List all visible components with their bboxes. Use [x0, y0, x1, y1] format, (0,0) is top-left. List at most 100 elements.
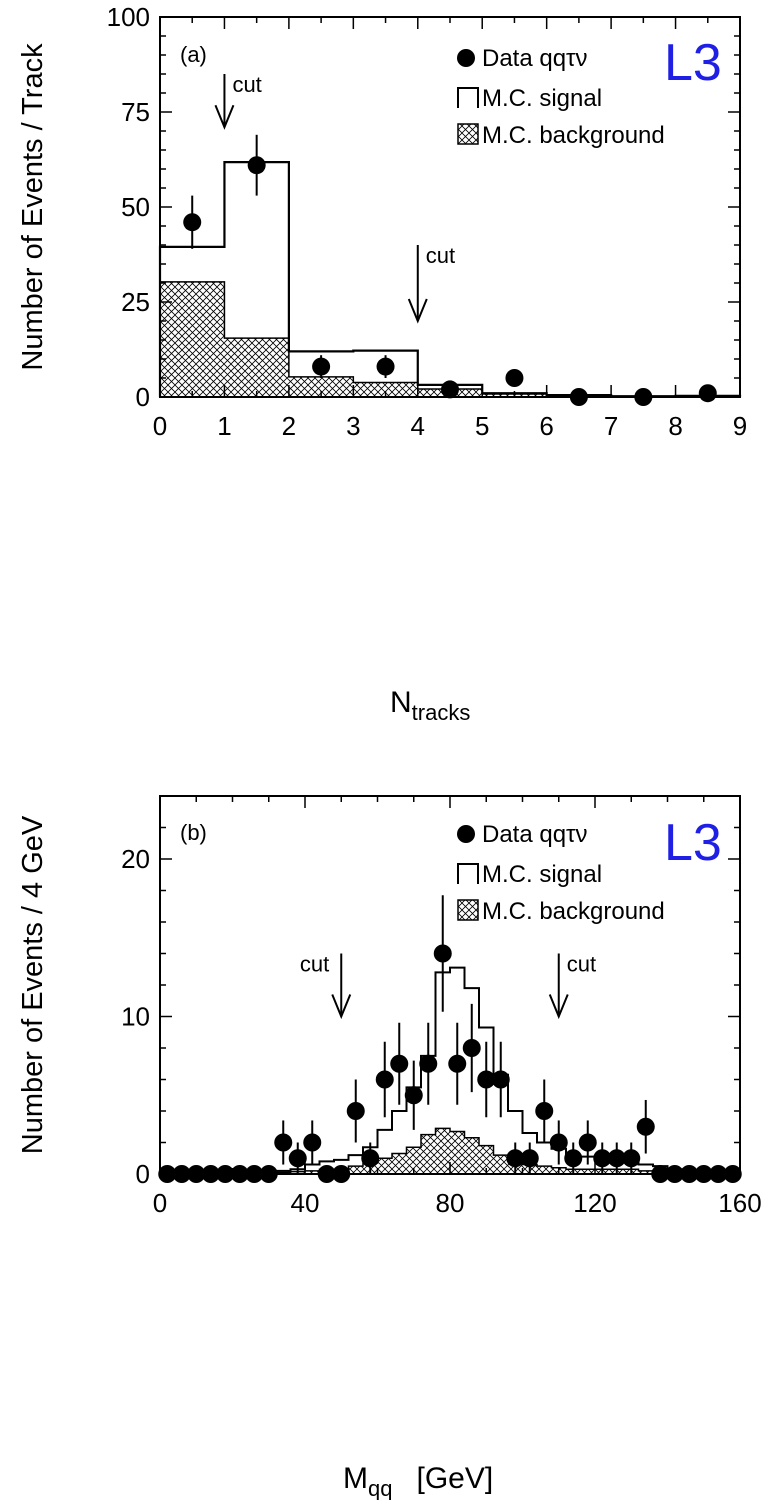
data-point	[332, 1165, 351, 1183]
legend-data-marker	[457, 825, 475, 843]
y-tick-label: 10	[121, 1002, 150, 1032]
legend-background-swatch	[457, 123, 479, 145]
data-point	[317, 1165, 336, 1183]
legend-background-label: M.C. background	[482, 898, 665, 925]
x-tick-label: 4	[411, 411, 425, 441]
data-point	[680, 1165, 699, 1183]
panel-b-x-axis-label-main: M	[343, 1462, 368, 1495]
cut-label: cut	[232, 72, 261, 97]
x-tick-label: 40	[291, 1188, 320, 1218]
background-bar	[288, 376, 354, 397]
cut-label: cut	[300, 952, 329, 977]
legend-background-swatch	[457, 899, 479, 921]
data-point	[505, 369, 524, 387]
data-point	[569, 388, 588, 406]
data-point	[433, 944, 452, 963]
data-point	[183, 213, 202, 232]
data-point	[230, 1165, 249, 1183]
data-point	[390, 1054, 409, 1073]
panel-a-label: (a)	[180, 42, 207, 67]
data-point	[549, 1133, 568, 1152]
background-bar	[160, 281, 225, 397]
legend-signal-swatch	[457, 87, 479, 108]
data-point	[491, 1070, 510, 1089]
background-bar	[377, 1158, 392, 1174]
background-bar	[224, 338, 289, 397]
panel-b-logo: L3	[664, 814, 722, 872]
data-point	[404, 1086, 423, 1105]
cut-label: cut	[426, 243, 455, 268]
data-point	[245, 1165, 264, 1183]
data-point	[651, 1165, 670, 1183]
data-point	[636, 1117, 655, 1136]
data-point	[172, 1165, 191, 1183]
legend-background-label: M.C. background	[482, 122, 665, 149]
panel-b-y-axis-label: Number of Events / 4 GeV	[17, 815, 49, 1154]
data-point	[187, 1165, 206, 1183]
y-tick-label: 75	[121, 97, 150, 127]
panel-b-x-axis-label-unit: [GeV]	[416, 1462, 493, 1495]
data-point	[607, 1149, 626, 1168]
data-point	[477, 1070, 496, 1089]
background-bar	[464, 1137, 479, 1174]
data-point	[665, 1165, 684, 1183]
panel-a-ntracks: 0 1 2 3 4 5 6 7 8 9 0 25 50 75 100 cut cut (a) L3 Data …	[17, 2, 747, 725]
x-tick-label: 5	[475, 411, 489, 441]
x-tick-label: 160	[718, 1188, 761, 1218]
data-point	[593, 1149, 612, 1168]
x-tick-label: 80	[436, 1188, 465, 1218]
data-point	[247, 156, 266, 175]
x-tick-label: 7	[604, 411, 618, 441]
x-tick-label: 8	[668, 411, 682, 441]
cut-arrow-head	[548, 994, 569, 1020]
cut-arrow-head	[407, 298, 428, 324]
panel-b-label: (b)	[180, 820, 207, 845]
data-point	[723, 1165, 742, 1183]
panel-b-legend: Data qqτν M.C. signal M.C. background	[457, 821, 665, 925]
y-tick-label: 0	[136, 1159, 150, 1189]
data-point	[312, 357, 331, 376]
background-bar	[305, 1170, 320, 1174]
x-tick-label: 3	[346, 411, 360, 441]
x-tick-label: 1	[217, 411, 231, 441]
background-bar	[406, 1147, 421, 1174]
background-bar	[537, 1166, 552, 1174]
x-tick-label: 2	[282, 411, 296, 441]
background-bar	[435, 1128, 450, 1174]
legend-signal-label: M.C. signal	[482, 861, 602, 888]
legend-data-label: Data qqτν	[482, 45, 588, 72]
data-point	[158, 1165, 177, 1183]
data-point	[361, 1149, 380, 1168]
y-tick-label: 25	[121, 287, 150, 317]
legend-data-marker	[457, 49, 475, 67]
background-bar	[392, 1153, 407, 1174]
data-point	[520, 1149, 539, 1168]
y-tick-label: 0	[136, 382, 150, 412]
x-tick-label: 0	[153, 411, 167, 441]
data-point	[288, 1149, 307, 1168]
data-point	[694, 1165, 713, 1183]
data-point	[564, 1149, 583, 1168]
x-tick-label: 120	[573, 1188, 616, 1218]
background-bar	[421, 1134, 436, 1174]
panel-a-x-axis-label: Ntracks	[390, 686, 470, 725]
cut-label: cut	[567, 952, 596, 977]
background-bar	[479, 1145, 494, 1174]
y-tick-label: 50	[121, 192, 150, 222]
panel-b-mqq: 0 40 80 120 160 0 10 20 cut cut (b) L3 Data qqτν…	[17, 795, 762, 1500]
data-point	[634, 388, 653, 406]
cut-arrow-head	[214, 104, 235, 130]
y-tick-label: 100	[107, 2, 150, 32]
data-point	[419, 1054, 438, 1073]
data-point	[462, 1039, 481, 1057]
data-point	[259, 1165, 278, 1183]
x-tick-label: 0	[153, 1188, 167, 1218]
x-tick-label: 9	[733, 411, 747, 441]
panel-a-x-axis-label-sub: tracks	[412, 700, 471, 725]
data-point	[274, 1133, 293, 1152]
data-point	[709, 1165, 728, 1183]
data-point	[201, 1165, 220, 1183]
panel-a-legend: Data qqτν M.C. signal M.C. background	[457, 45, 665, 149]
data-point	[448, 1054, 467, 1073]
